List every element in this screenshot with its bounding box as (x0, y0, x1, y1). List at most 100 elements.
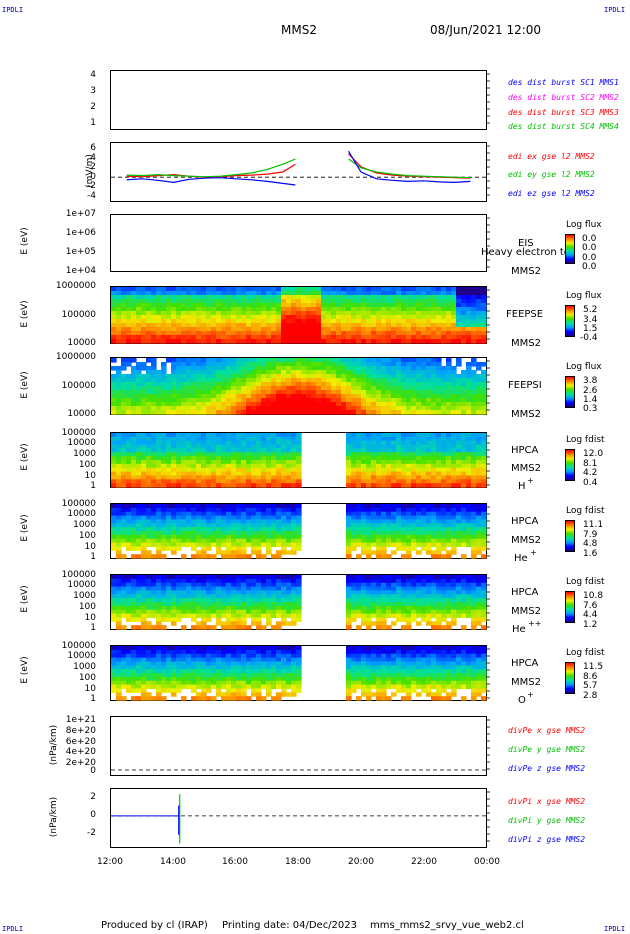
heatmap-cell-hpca-o (146, 684, 152, 690)
heatmap-cell-feepsi (171, 366, 177, 371)
heatmap-cell-feepsi (301, 382, 307, 387)
heatmap-cell-hpca-heplus (216, 515, 222, 521)
heatmap-cell-hpca-heplusplus (266, 582, 272, 588)
heatmap-cell-feepsi (461, 406, 467, 411)
heatmap-cell-hpca-h (366, 479, 372, 484)
heatmap-cell-feepse (321, 303, 327, 308)
heatmap-cell-hpca-h (291, 452, 297, 457)
heatmap-cell-hpca-h (346, 471, 352, 477)
heatmap-cell-feepse (121, 331, 127, 336)
heatmap-cell-hpca-o (146, 680, 152, 686)
heatmap-cell-hpca-h (381, 460, 387, 465)
heatmap-cell-hpca-h (381, 483, 387, 488)
heatmap-cell-hpca-heplusplus (391, 594, 397, 599)
heatmap-cell-feepse (161, 323, 167, 328)
heatmap-cell-feepse (236, 327, 242, 332)
heatmap-cell-hpca-h (421, 475, 427, 480)
heatmap-cell-feepse (231, 339, 237, 344)
heatmap-cell-feepse (246, 323, 252, 328)
heatmap-cell-hpca-h (161, 440, 167, 446)
heatmap-cell-feepsi (416, 366, 422, 371)
heatmap-cell-hpca-heplus (256, 527, 262, 532)
heatmap-cell-feepse (306, 319, 312, 324)
heatmap-cell-hpca-h (136, 479, 142, 484)
heatmap-cell-hpca-heplus (401, 511, 407, 517)
heatmap-cell-hpca-heplusplus (196, 575, 202, 580)
heatmap-cell-feepse (401, 295, 407, 300)
heatmap-cell-feepsi (221, 402, 227, 407)
heatmap-cell-hpca-h (371, 460, 377, 465)
heatmap-cell-hpca-heplusplus (401, 578, 407, 584)
heatmap-cell-feepse (356, 287, 362, 292)
heatmap-cell-feepsi (126, 382, 132, 387)
heatmap-cell-hpca-heplusplus (256, 582, 262, 588)
heatmap-cell-hpca-heplusplus (356, 602, 362, 607)
heatmap-cell-hpca-heplusplus (381, 605, 387, 611)
heatmap-cell-feepse (386, 299, 392, 304)
heatmap-cell-hpca-heplus (471, 523, 477, 528)
heatmap-cell-hpca-heplusplus (281, 613, 287, 619)
heatmap-cell-hpca-heplus (156, 523, 162, 528)
heatmap-cell-feepse (356, 303, 362, 308)
heatmap-cell-hpca-heplus (351, 504, 357, 509)
heatmap-cell-hpca-h (201, 444, 207, 450)
heatmap-cell-hpca-heplus (236, 527, 242, 532)
heatmap-cell-hpca-h (121, 436, 127, 442)
heatmap-cell-feepse (431, 335, 437, 340)
heatmap-cell-hpca-heplusplus (296, 605, 302, 611)
heatmap-cell-feepsi (266, 406, 272, 411)
heatmap-cell-feepsi (381, 394, 387, 399)
heatmap-cell-hpca-heplus (286, 534, 292, 540)
heatmap-cell-hpca-heplus (386, 504, 392, 509)
heatmap-cell-hpca-heplusplus (136, 598, 142, 603)
heatmap-cell-hpca-h (261, 433, 267, 438)
heatmap-cell-hpca-heplusplus (211, 586, 217, 592)
heatmap-cell-hpca-h (476, 433, 482, 438)
heatmap-cell-hpca-heplusplus (456, 578, 462, 584)
legend-entry: des dist burst SC3 MMS3 (508, 108, 619, 117)
heatmap-cell-hpca-o (151, 653, 157, 659)
tick-label: 0 (90, 766, 96, 776)
heatmap-cell-feepse (301, 291, 307, 296)
heatmap-cell-feepsi (376, 358, 382, 363)
heatmap-cell-feepse (136, 303, 142, 308)
heatmap-cell-feepse (251, 311, 257, 316)
heatmap-cell-feepse (201, 323, 207, 328)
heatmap-cell-feepsi (421, 390, 427, 395)
heatmap-cell-feepsi (321, 362, 327, 367)
heatmap-cell-hpca-o (141, 676, 147, 682)
heatmap-cell-hpca-h (361, 452, 367, 457)
heatmap-cell-hpca-h (231, 448, 237, 453)
heatmap-cell-hpca-h (441, 479, 447, 484)
heatmap-cell-hpca-heplusplus (416, 575, 422, 580)
heatmap-cell-hpca-heplus (416, 504, 422, 509)
heatmap-cell-hpca-heplus (286, 527, 292, 532)
heatmap-cell-feepsi (171, 398, 177, 403)
heatmap-cell-hpca-h (136, 460, 142, 465)
heatmap-cell-feepsi (466, 410, 472, 415)
heatmap-cell-feepse (301, 315, 307, 320)
heatmap-cell-hpca-heplus (371, 527, 377, 532)
heatmap-cell-feepse (321, 319, 327, 324)
heatmap-cell-hpca-heplusplus (456, 613, 462, 619)
heatmap-cell-hpca-h (116, 433, 122, 438)
heatmap-cell-feepse (451, 323, 457, 328)
heatmap-cell-hpca-heplusplus (256, 617, 262, 622)
heatmap-cell-feepsi (276, 398, 282, 403)
heatmap-cell-hpca-heplusplus (271, 605, 277, 611)
heatmap-cell-hpca-heplus (286, 538, 292, 544)
heatmap-cell-hpca-heplusplus (246, 590, 252, 595)
heatmap-cell-feepsi (371, 362, 377, 367)
heatmap-cell-hpca-heplus (166, 527, 172, 532)
heatmap-cell-hpca-h (461, 463, 467, 469)
heatmap-cell-hpca-h (216, 452, 222, 457)
heatmap-cell-hpca-h (396, 452, 402, 457)
heatmap-cell-feepse (431, 311, 437, 316)
heatmap-cell-feepse (261, 303, 267, 308)
heatmap-cell-feepsi (336, 386, 342, 391)
heatmap-cell-feepsi (381, 398, 387, 403)
heatmap-cell-feepsi (421, 410, 427, 415)
heatmap-cell-hpca-h (366, 444, 372, 450)
heatmap-cell-hpca-h (356, 456, 362, 461)
heatmap-cell-feepsi (311, 390, 317, 395)
